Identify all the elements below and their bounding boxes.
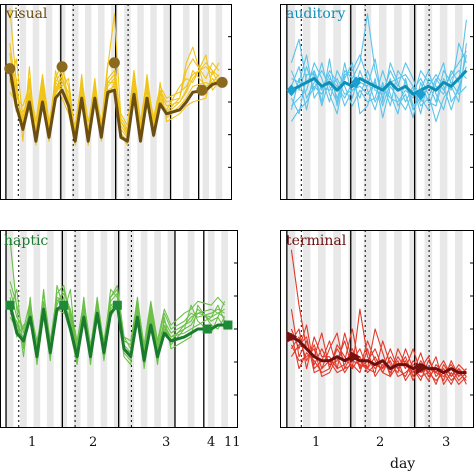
x-tick-label: 3 <box>442 435 450 450</box>
x-tick-label: 11 <box>224 435 241 450</box>
session-band <box>439 4 448 200</box>
mean-marker <box>202 324 212 334</box>
session-band <box>71 4 79 200</box>
session-band <box>113 230 121 428</box>
mean-marker <box>56 61 68 73</box>
session-band <box>98 4 105 200</box>
session-band <box>394 230 402 428</box>
session-band <box>154 230 161 428</box>
subject-trace <box>290 328 467 385</box>
subject-trace <box>290 336 467 382</box>
session-band <box>58 4 66 200</box>
mean-marker <box>286 330 298 343</box>
subject-trace <box>9 292 226 362</box>
mean-marker <box>5 300 15 310</box>
session-band <box>46 230 54 428</box>
subject-trace <box>291 54 467 115</box>
session-band <box>333 230 341 428</box>
panel-auditory <box>280 4 474 200</box>
session-band <box>111 4 118 200</box>
session-band <box>124 4 131 200</box>
panel-visual <box>0 4 232 200</box>
session-band <box>378 230 387 428</box>
session-band <box>87 230 94 428</box>
mean-marker <box>223 320 233 330</box>
x-tick-labels-haptic: 1 2 3 4 11 <box>28 435 241 450</box>
mean-line <box>290 335 467 375</box>
subject-trace <box>9 288 226 358</box>
subject-trace <box>290 332 467 382</box>
panel-title-auditory: auditory <box>286 6 346 22</box>
session-band <box>348 4 357 200</box>
session-band <box>19 4 27 200</box>
subject-trace <box>9 70 220 138</box>
session-band <box>6 4 14 200</box>
session-band <box>84 4 92 200</box>
panel-title-terminal: terminal <box>286 233 347 249</box>
session-band <box>45 4 53 200</box>
session-band <box>302 230 311 428</box>
mean-line <box>8 68 220 143</box>
mean-marker <box>196 84 208 96</box>
session-band <box>454 230 463 428</box>
mean-marker <box>59 300 69 310</box>
session-band <box>202 4 210 200</box>
x-tick-label: 3 <box>162 435 170 450</box>
panel-title-haptic: haptic <box>4 233 48 249</box>
session-band <box>318 230 326 428</box>
session-band <box>409 4 417 200</box>
x-tick-labels-terminal: 1 2 3 <box>312 435 450 450</box>
mean-marker <box>286 84 297 97</box>
session-band <box>60 230 68 428</box>
x-tick-label: 1 <box>312 435 320 450</box>
session-band <box>6 230 14 428</box>
x-tick-label: 4 <box>207 435 215 450</box>
session-band <box>140 230 148 428</box>
session-band <box>363 230 372 428</box>
subject-trace <box>9 300 225 358</box>
session-band <box>215 4 223 200</box>
mean-line <box>290 69 468 96</box>
subject-trace <box>9 52 220 127</box>
mean-marker <box>108 57 120 69</box>
session-band <box>32 4 40 200</box>
mean-marker <box>349 350 361 363</box>
mean-marker <box>415 88 426 101</box>
panel-haptic <box>0 230 238 428</box>
panel-title-visual: visual <box>5 6 48 22</box>
session-band <box>409 230 417 428</box>
mean-marker <box>415 362 427 375</box>
session-band <box>127 230 135 428</box>
x-axis-label-terminal: day <box>390 456 415 472</box>
session-band <box>424 230 433 428</box>
x-tick-label: 1 <box>28 435 36 450</box>
session-band <box>137 4 144 200</box>
mean-line <box>8 303 225 363</box>
mean-marker <box>216 76 228 88</box>
session-band <box>439 230 448 428</box>
subject-trace <box>290 62 467 115</box>
panel-terminal <box>280 230 474 428</box>
mean-marker <box>4 63 16 75</box>
mean-marker <box>112 300 122 310</box>
session-band <box>150 4 157 200</box>
mean-marker <box>351 76 362 89</box>
session-band <box>287 4 296 200</box>
session-band <box>73 230 81 428</box>
subject-trace <box>9 70 220 134</box>
x-tick-label: 2 <box>89 435 97 450</box>
session-band <box>33 230 41 428</box>
x-tick-label: 2 <box>376 435 384 450</box>
session-band <box>100 230 108 428</box>
